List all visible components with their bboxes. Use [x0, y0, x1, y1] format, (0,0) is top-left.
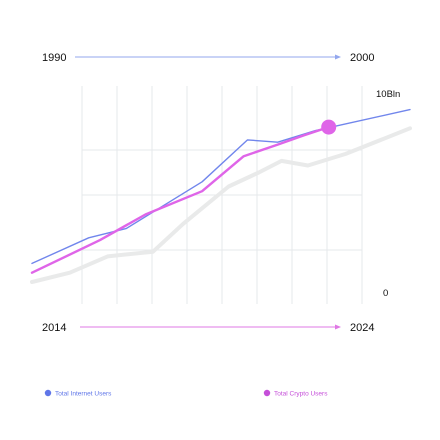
series-marker-crypto-users	[321, 119, 337, 135]
series-layer	[30, 108, 412, 284]
timeline-2014-label: 2014	[42, 322, 66, 334]
series-line-internet-users	[31, 108, 411, 265]
timeline-1990-label: 1990	[42, 52, 66, 64]
series-line-background	[30, 126, 412, 284]
y-tick-bottom: 0	[383, 288, 388, 299]
timeline-arrowhead-icon	[335, 54, 341, 60]
timeline-arrowhead-icon	[335, 324, 341, 330]
chart-grid	[81, 86, 363, 304]
legend-label-internet: Total Internet Users	[55, 391, 112, 398]
series-line-crypto-users	[30, 125, 330, 274]
legend: Total Internet Users Total Crypto Users	[44, 389, 328, 398]
y-tick-top: 10Bln	[376, 89, 400, 100]
legend-label-crypto: Total Crypto Users	[274, 391, 328, 398]
timeline-2024-label: 2024	[350, 322, 374, 334]
timeline-2000-label: 2000	[350, 52, 374, 64]
legend-dot-internet	[44, 389, 52, 397]
legend-dot-crypto	[263, 389, 271, 397]
